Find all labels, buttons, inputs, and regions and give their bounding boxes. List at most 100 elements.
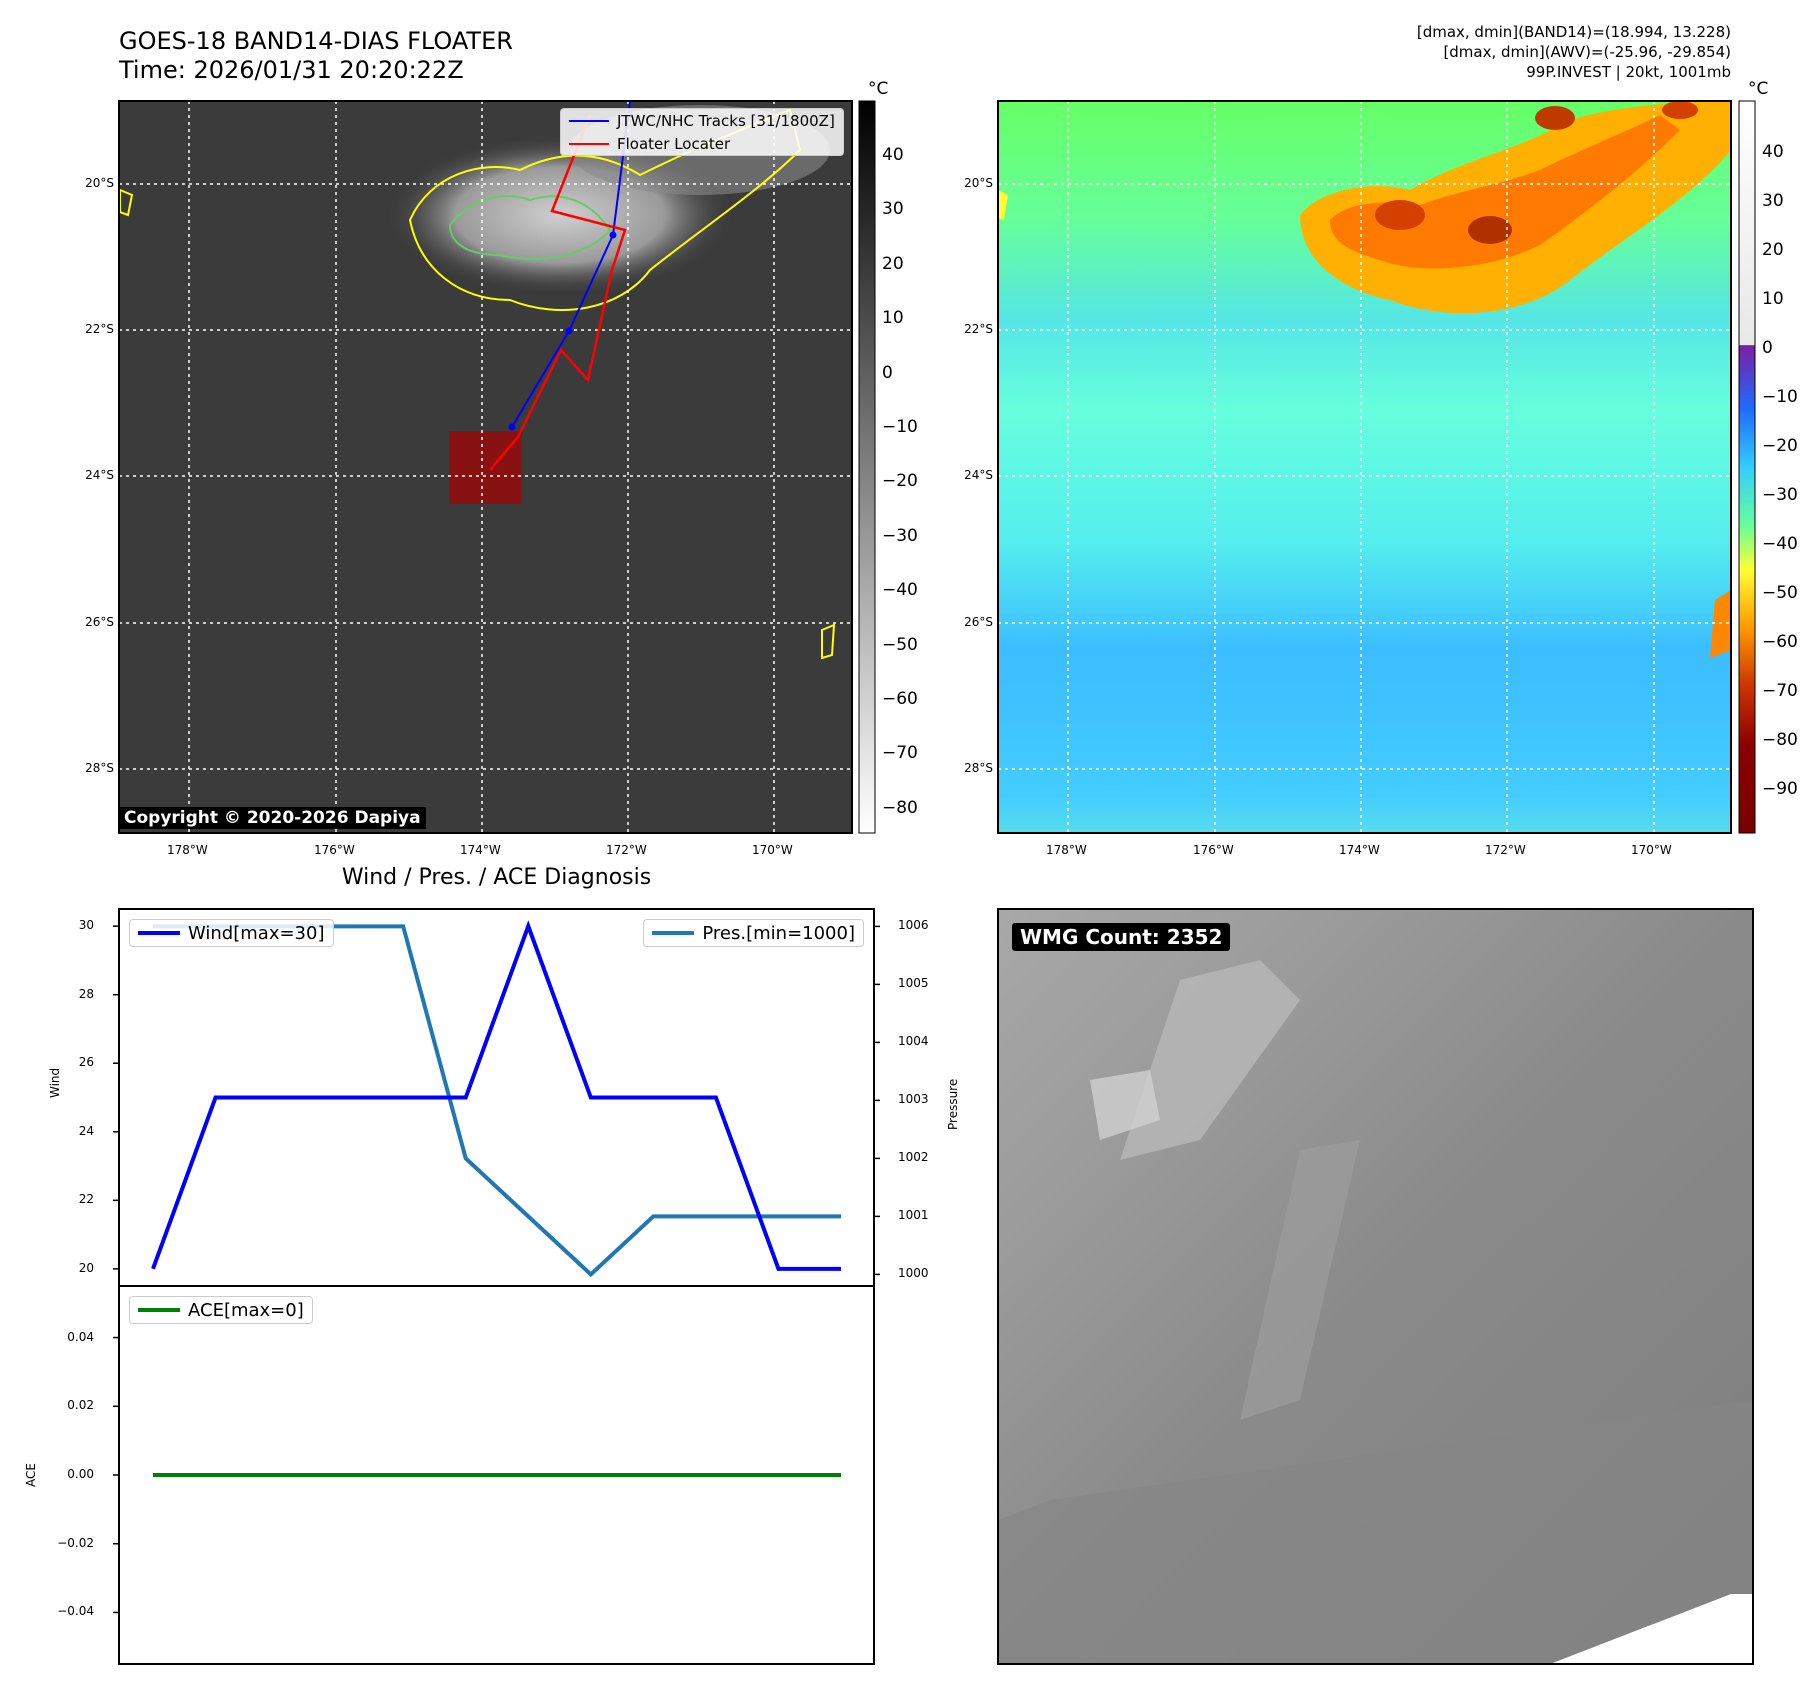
awv-colorbar-tick: 40 <box>1762 142 1784 162</box>
ace-y-tick: −0.04 <box>57 1604 94 1619</box>
ir-lon-tick: 170°W <box>752 843 793 857</box>
ace-legend: ACE[max=0] <box>129 1296 313 1324</box>
legend-item-floater: Floater Locater <box>561 132 843 155</box>
wind-legend: Wind[max=30] <box>129 919 334 947</box>
pressure-y-tick: 1006 <box>898 918 929 933</box>
ir-lon-tick: 176°W <box>314 843 355 857</box>
ir-lat-tick: 28°S <box>85 761 114 775</box>
legend-label-jtwc: JTWC/NHC Tracks [31/1800Z] <box>617 111 835 130</box>
ir-colorbar-tick: −70 <box>882 743 918 764</box>
ace-y-tick: 0.02 <box>67 1398 94 1413</box>
wind-y-tick: 26 <box>78 1055 94 1070</box>
ir-colorbar-tick: 20 <box>882 253 904 274</box>
ir-map-panel <box>118 100 853 834</box>
ir-colorbar-tick: 30 <box>882 199 904 220</box>
pressure-legend-swatch <box>652 931 695 935</box>
ace-legend-label: ACE[max=0] <box>188 1299 304 1321</box>
awv-colorbar-tick: −50 <box>1762 583 1798 603</box>
awv-colorbar <box>1738 100 1756 834</box>
ir-lon-tick: 174°W <box>460 843 501 857</box>
ir-lon-tick: 178°W <box>167 843 208 857</box>
pressure-y-tick: 1005 <box>898 976 929 991</box>
awv-map-panel <box>997 100 1732 834</box>
awv-lat-tick: 26°S <box>964 615 993 629</box>
ir-colorbar <box>858 100 876 834</box>
ir-lat-tick: 26°S <box>85 615 114 629</box>
info-storm: 99P.INVEST | 20kt, 1001mb <box>1526 63 1731 81</box>
floater-locater-line <box>489 114 627 471</box>
ace-y-tick: 0.04 <box>67 1329 94 1344</box>
wind-y-tick: 22 <box>78 1192 94 1207</box>
ir-colorbar-tick: 0 <box>882 362 893 383</box>
legend-swatch-floater <box>569 142 609 145</box>
awv-colorbar-tick: −60 <box>1762 632 1798 652</box>
info-band14-range: [dmax, dmin](BAND14)=(18.994, 13.228) <box>1416 23 1731 41</box>
legend-swatch-jtwc <box>569 119 609 122</box>
ace-legend-swatch <box>138 1308 180 1312</box>
wind-y-tick: 30 <box>78 918 94 933</box>
ace-plot <box>118 1285 875 1665</box>
awv-lat-tick: 24°S <box>964 468 993 482</box>
wind-y-tick: 24 <box>78 1123 94 1138</box>
pressure-y-tick: 1000 <box>898 1266 929 1281</box>
awv-lat-tick: 28°S <box>964 761 993 775</box>
awv-lon-tick: 178°W <box>1046 843 1087 857</box>
info-awv-range: [dmax, dmin](AWV)=(-25.96, -29.854) <box>1443 43 1731 61</box>
awv-colorbar-tick: 10 <box>1762 289 1784 309</box>
pressure-y-tick: 1003 <box>898 1092 929 1107</box>
awv-colorbar-tick: −80 <box>1762 730 1798 750</box>
ir-colorbar-tick: −60 <box>882 689 918 709</box>
awv-colorbar-tick: 20 <box>1762 240 1784 260</box>
map-legend: JTWC/NHC Tracks [31/1800Z] Floater Locat… <box>560 108 844 156</box>
pressure-legend: Pres.[min=1000] <box>643 919 864 947</box>
ace-y-tick: 0.00 <box>67 1467 94 1481</box>
ir-lat-tick: 20°S <box>85 176 114 190</box>
pressure-y-tick: 1002 <box>898 1150 929 1165</box>
pressure-axis-title: Pressure <box>946 1078 960 1130</box>
copyright-badge: Copyright © 2020-2026 Dapiya <box>119 807 426 829</box>
awv-lon-tick: 174°W <box>1339 843 1380 857</box>
awv-colorbar-tick: −70 <box>1762 681 1798 701</box>
wind-legend-label: Wind[max=30] <box>188 922 325 944</box>
ir-colorbar-tick: −30 <box>882 525 918 546</box>
figure-title: GOES-18 BAND14-DIAS FLOATER <box>119 27 513 55</box>
wind-y-tick: 20 <box>78 1260 94 1275</box>
ir-colorbar-tick: −10 <box>882 417 918 437</box>
awv-colorbar-tick: −40 <box>1762 534 1798 554</box>
wind-pressure-plot <box>118 908 875 1287</box>
storm-contour-green <box>448 195 612 260</box>
ir-lon-tick: 172°W <box>606 843 647 857</box>
ir-colorbar-tick: 10 <box>882 308 904 329</box>
awv-colorbar-tick: 0 <box>1762 338 1773 358</box>
awv-colorbar-tick: 30 <box>1762 191 1784 211</box>
legend-label-floater: Floater Locater <box>617 134 731 153</box>
diagnosis-title: Wind / Pres. / ACE Diagnosis <box>341 865 652 890</box>
awv-lat-tick: 22°S <box>964 322 993 336</box>
wind-series-line <box>151 920 841 1271</box>
awv-lon-tick: 170°W <box>1631 843 1672 857</box>
legend-item-jtwc: JTWC/NHC Tracks [31/1800Z] <box>561 109 843 132</box>
wind-legend-swatch <box>138 931 180 935</box>
ir-colorbar-tick: −40 <box>882 580 918 601</box>
ir-colorbar-tick: 40 <box>882 145 904 165</box>
ir-colorbar-tick: −50 <box>882 634 918 655</box>
awv-colorbar-tick: −30 <box>1762 485 1798 505</box>
pressure-legend-label: Pres.[min=1000] <box>702 922 855 944</box>
ir-colorbar-tick: −80 <box>882 797 918 818</box>
floater-box <box>449 431 522 504</box>
awv-colorbar-tick: −10 <box>1762 387 1798 407</box>
wmg-panel <box>997 908 1754 1665</box>
wind-axis-title: Wind <box>48 1067 62 1098</box>
awv-lat-tick: 20°S <box>964 176 993 190</box>
awv-colorbar-unit: °C <box>1748 79 1769 99</box>
awv-lon-tick: 176°W <box>1193 843 1234 857</box>
wind-y-tick: 28 <box>78 986 94 1001</box>
awv-colorbar-tick: −20 <box>1762 436 1798 456</box>
pressure-y-tick: 1001 <box>898 1208 929 1223</box>
pressure-y-tick: 1004 <box>898 1034 929 1049</box>
ir-lat-tick: 24°S <box>85 468 114 482</box>
ir-colorbar-tick: −20 <box>882 471 918 492</box>
ace-y-tick: −0.02 <box>57 1535 94 1550</box>
ir-lat-tick: 22°S <box>85 322 114 336</box>
